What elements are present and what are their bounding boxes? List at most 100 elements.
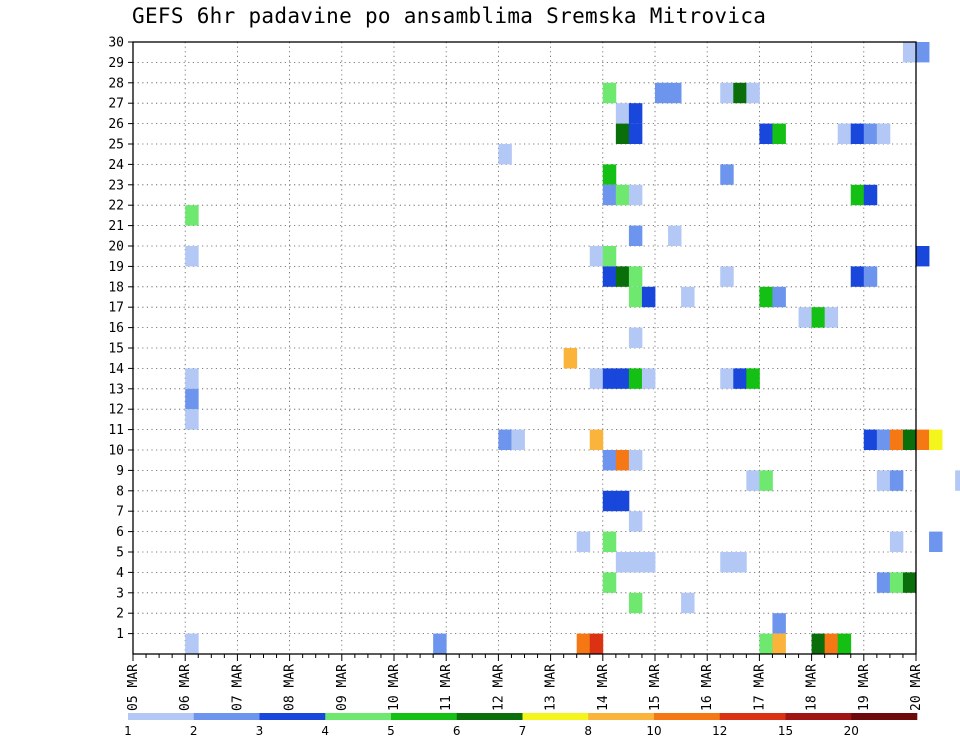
y-tick-label: 7: [116, 505, 124, 520]
legend: 1 2 3 4 5 6 7 8 10 12 15 20: [124, 713, 918, 738]
y-tick-label: 10: [108, 444, 124, 459]
y-tick-label: 20: [108, 240, 124, 255]
y-tick-label: 2: [116, 607, 124, 622]
precip-cell: [498, 144, 512, 165]
axes: 1234567891011121314151617181920212223242…: [108, 36, 924, 711]
precip-cell: [563, 348, 578, 369]
precip-cell: [889, 470, 904, 491]
precip-cell: [185, 409, 199, 430]
precip-cell: [628, 184, 643, 206]
precip-cell: [876, 429, 891, 450]
x-tick-label: 14 MAR: [596, 664, 611, 711]
precip-cell: [628, 511, 643, 532]
y-tick-label: 28: [108, 76, 124, 91]
precip-cell: [628, 286, 643, 308]
legend-label: 5: [387, 724, 395, 738]
y-tick-label: 9: [116, 464, 124, 479]
y-tick-label: 12: [108, 403, 124, 418]
precip-cell: [615, 103, 630, 124]
precip-cell: [889, 429, 904, 450]
precip-cell: [916, 42, 930, 63]
y-tick-label: 11: [108, 423, 124, 438]
precip-cell: [720, 368, 734, 389]
precip-cell: [929, 429, 943, 450]
x-tick-label: 11 MAR: [439, 664, 454, 711]
y-tick-label: 1: [116, 627, 124, 642]
legend-swatch: [391, 713, 458, 720]
y-tick-label: 14: [108, 362, 124, 377]
precip-cell: [641, 552, 656, 573]
y-tick-label: 30: [108, 36, 124, 51]
y-tick-label: 16: [108, 321, 124, 336]
x-tick-label: 05 MAR: [126, 664, 141, 711]
x-tick-label: 07 MAR: [230, 664, 245, 711]
precip-cell: [576, 633, 591, 654]
precip-cell: [720, 266, 734, 287]
precip-cell: [615, 266, 630, 287]
precip-cell: [589, 633, 604, 654]
x-tick-label: 18 MAR: [805, 664, 820, 711]
y-tick-label: 23: [108, 178, 124, 193]
legend-label: 2: [190, 724, 198, 738]
precip-cell: [185, 368, 199, 389]
precip-cell: [628, 552, 643, 573]
legend-label: 7: [519, 724, 527, 738]
precip-cell: [681, 592, 695, 614]
precip-cell: [628, 450, 643, 471]
precip-cell: [889, 531, 904, 552]
precip-cell: [811, 633, 826, 654]
precip-cell: [772, 633, 786, 654]
precip-cell: [902, 42, 917, 63]
precip-cell: [863, 266, 878, 287]
precip-cell: [746, 470, 760, 491]
y-tick-label: 19: [108, 260, 124, 275]
precip-cell: [628, 266, 643, 287]
chart-title: GEFS 6hr padavine po ansamblima Sremska …: [132, 4, 767, 28]
legend-label: 12: [712, 724, 727, 738]
x-tick-label: 20 MAR: [909, 664, 924, 711]
precip-cell: [655, 82, 669, 104]
x-tick-label: 12 MAR: [491, 664, 506, 711]
x-tick-label: 10 MAR: [387, 664, 402, 711]
legend-swatch: [588, 713, 655, 720]
legend-label: 10: [646, 724, 661, 738]
y-tick-label: 3: [116, 586, 124, 601]
precip-cell: [615, 490, 630, 512]
precip-cell: [589, 246, 604, 267]
precip-cell: [902, 429, 917, 450]
precip-cell: [576, 531, 591, 552]
precip-cell: [602, 368, 617, 389]
precip-cell: [615, 184, 630, 206]
precip-cell: [602, 164, 617, 185]
legend-label: 4: [321, 724, 329, 738]
precip-cell: [602, 82, 617, 104]
y-tick-label: 24: [108, 158, 124, 173]
precip-cell: [185, 205, 199, 226]
y-tick-label: 18: [108, 280, 124, 295]
precip-cell: [929, 531, 943, 552]
legend-swatch: [193, 713, 260, 720]
legend-swatch: [785, 713, 852, 720]
precip-cell: [185, 246, 199, 267]
legend-label: 3: [256, 724, 264, 738]
precip-cell: [759, 286, 773, 308]
precip-cell: [589, 368, 604, 389]
precip-cell: [628, 123, 643, 144]
legend-label: 15: [778, 724, 793, 738]
precip-cell: [889, 572, 904, 593]
precip-cell: [902, 572, 917, 593]
precip-cell: [628, 592, 643, 614]
precip-cell: [615, 552, 630, 573]
precip-cell: [955, 470, 960, 491]
precip-cell: [498, 429, 512, 450]
precip-cell: [720, 164, 734, 185]
legend-label: 20: [844, 724, 859, 738]
legend-swatch: [719, 713, 786, 720]
precip-cell: [720, 552, 734, 573]
precip-cell: [916, 246, 930, 267]
precip-cell: [668, 82, 682, 104]
legend-swatch: [128, 713, 195, 720]
y-tick-label: 6: [116, 525, 124, 540]
y-tick-label: 15: [108, 342, 124, 357]
